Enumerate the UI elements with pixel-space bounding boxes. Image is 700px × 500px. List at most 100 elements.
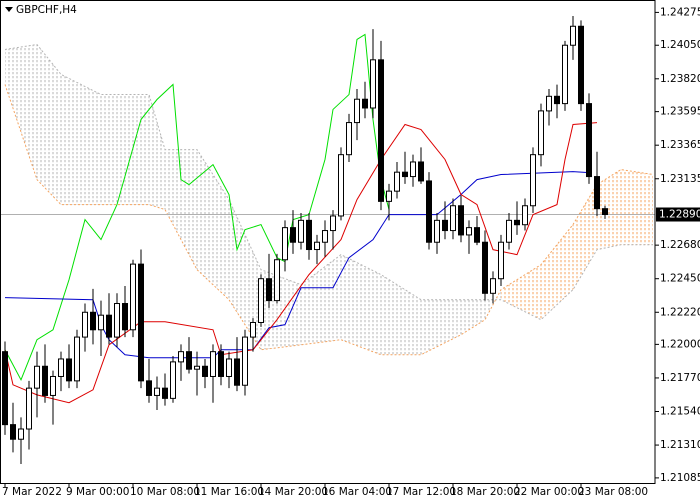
candle-body [314, 241, 320, 251]
candle-body [18, 428, 24, 440]
candle-body [586, 103, 592, 178]
candle-body [58, 358, 64, 377]
candle-body [554, 95, 560, 105]
candle-body [434, 219, 440, 243]
candle-body [330, 215, 336, 232]
candle-body [362, 98, 368, 109]
candle-body [50, 375, 56, 396]
cloud-segment [501, 264, 541, 320]
y-tick-label: 1.21540 [660, 405, 700, 417]
x-tick-label: 10 Mar 08:00 [130, 486, 200, 498]
candle-body [106, 314, 112, 338]
candle-body [530, 154, 536, 207]
candle-body [570, 25, 576, 46]
candle-body [130, 263, 136, 331]
x-tick-label: 23 Mar 08:00 [578, 486, 648, 498]
candle-body [442, 219, 448, 232]
y-tick-label: 1.24050 [660, 39, 700, 51]
candle-body [506, 219, 512, 243]
candle-body [82, 311, 88, 338]
candle-body [74, 336, 80, 382]
plot-frame [0, 0, 656, 484]
candle-body [178, 351, 184, 363]
x-tick-label: 18 Mar 20:00 [450, 486, 520, 498]
candle-body [42, 365, 48, 396]
candle-body [450, 205, 456, 232]
candle-body [354, 98, 360, 124]
candle-body [122, 303, 128, 331]
last-price-label: 1.22890 [659, 209, 700, 221]
candle-body [194, 365, 200, 370]
y-tick-label: 1.22680 [660, 239, 700, 251]
cloud-segment [229, 199, 261, 350]
cloud-segment [165, 149, 197, 270]
y-tick-label: 1.23135 [660, 173, 700, 185]
candle-body [26, 387, 32, 430]
candle-body [202, 365, 208, 377]
candle-body [234, 358, 240, 386]
x-tick-label: 11 Mar 16:00 [194, 486, 264, 498]
candle-body [538, 110, 544, 156]
candle-body [410, 161, 416, 178]
candle-body [146, 380, 152, 396]
candle-body [274, 259, 280, 302]
candle-body [282, 227, 288, 261]
y-tick-label: 1.21770 [660, 372, 700, 384]
y-tick-label: 1.23820 [660, 73, 700, 85]
candle-body [34, 365, 40, 389]
candle-body [546, 95, 552, 112]
cloud-segment [421, 299, 461, 355]
candle-body [594, 176, 600, 210]
candle-body [498, 241, 504, 280]
candle-body [514, 219, 520, 226]
y-tick-label: 1.22000 [660, 338, 700, 350]
candle-body [10, 424, 16, 440]
candle-body [114, 303, 120, 338]
candle-body [386, 190, 392, 202]
candle-body [578, 25, 584, 105]
candle-body [138, 263, 144, 382]
cloud-span-line [4, 43, 653, 321]
y-tick-label: 1.24275 [660, 6, 700, 18]
candle-body [154, 387, 160, 396]
candle-body [426, 180, 432, 243]
candle-body [298, 219, 304, 243]
y-tick-label: 1.23595 [660, 106, 700, 118]
plot-area [0, 16, 655, 465]
candle-body [370, 59, 376, 109]
y-tick-label: 1.23365 [660, 139, 700, 151]
candle-body [2, 351, 8, 426]
cloud-segment [541, 224, 573, 320]
candle-body [474, 227, 480, 243]
candle-body [338, 154, 344, 217]
x-tick-label: 17 Mar 12:00 [386, 486, 456, 498]
x-tick-label: 7 Mar 2022 [2, 486, 62, 498]
candle-body [402, 171, 408, 178]
candle-body [98, 314, 104, 331]
cloud-segment [621, 169, 653, 245]
y-tick-label: 1.22220 [660, 306, 700, 318]
candle-body [522, 205, 528, 226]
candle-body [394, 171, 400, 192]
y-tick-label: 1.21310 [660, 439, 700, 451]
candle-body [210, 351, 216, 377]
cloud-segment [597, 169, 621, 250]
x-tick-label: 16 Mar 04:00 [322, 486, 392, 498]
candle-body [418, 161, 424, 182]
candle-body [490, 278, 496, 294]
candle-body [218, 351, 224, 377]
candle-body [378, 59, 384, 202]
candle-body [306, 219, 312, 251]
candle-body [466, 227, 472, 236]
cloud-segment [149, 94, 165, 210]
candle-body [242, 336, 248, 386]
candle-body [290, 227, 296, 243]
candle-body [562, 44, 568, 105]
menu-triangle[interactable] [5, 7, 13, 12]
x-tick-label: 22 Mar 00:00 [514, 486, 584, 498]
cloud-segment [5, 44, 37, 180]
candle-body [250, 321, 256, 338]
candle-body [266, 278, 272, 302]
